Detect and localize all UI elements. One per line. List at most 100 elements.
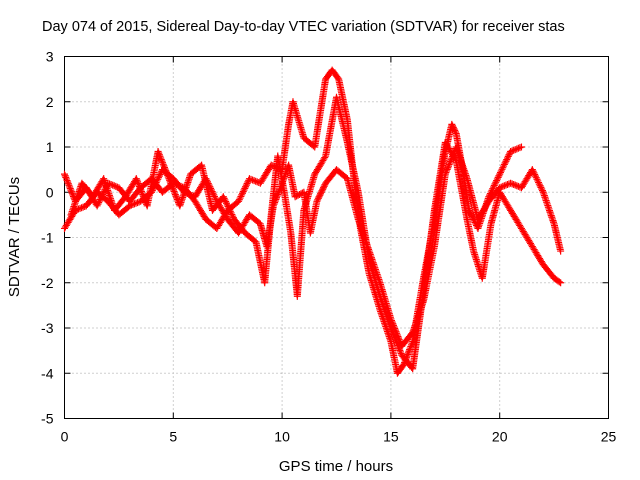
data-point-track-a xyxy=(501,159,509,167)
data-point-track-b xyxy=(317,190,325,198)
data-point-track-b xyxy=(536,182,544,190)
data-point-track-b xyxy=(444,164,452,172)
data-point-track-c xyxy=(140,194,148,202)
data-point-track-c xyxy=(155,149,163,157)
data-point-track-c xyxy=(156,152,164,160)
data-point-track-a xyxy=(492,178,500,186)
data-point-track-c xyxy=(157,156,165,164)
data-point-track-a xyxy=(107,180,115,188)
data-point-track-b xyxy=(274,191,282,199)
data-point-track-c xyxy=(139,191,147,199)
data-point-track-a xyxy=(511,146,519,154)
data-point-track-b xyxy=(538,187,546,195)
data-point-track-a xyxy=(235,197,243,205)
data-point-track-b xyxy=(320,182,328,190)
data-point-track-a xyxy=(245,175,253,183)
data-point-track-a xyxy=(95,197,103,205)
chart-title: Day 074 of 2015, Sidereal Day-to-day VTE… xyxy=(42,19,565,35)
data-point-track-a xyxy=(61,170,68,178)
data-point-track-c xyxy=(393,340,401,348)
data-point-track-a xyxy=(242,181,250,189)
data-point-track-c xyxy=(387,324,395,332)
data-point-track-b xyxy=(126,202,134,210)
data-point-track-b xyxy=(443,165,451,173)
x-axis-label: GPS time / hours xyxy=(279,458,393,475)
data-point-track-a xyxy=(242,183,250,191)
data-point-track-a xyxy=(235,196,243,204)
data-point-track-a xyxy=(448,120,456,128)
data-point-track-b xyxy=(531,172,539,180)
data-point-track-b xyxy=(134,199,142,207)
data-point-track-a xyxy=(496,169,504,177)
data-point-track-a xyxy=(466,208,474,216)
data-point-track-a xyxy=(451,128,459,136)
data-point-track-a xyxy=(110,182,118,190)
data-point-track-a xyxy=(237,192,245,200)
data-point-track-c xyxy=(222,198,230,206)
data-point-track-b xyxy=(319,185,327,193)
data-point-track-a xyxy=(495,172,503,180)
data-point-track-c xyxy=(167,179,175,187)
data-point-track-a xyxy=(63,177,71,185)
data-point-track-c xyxy=(133,176,141,184)
data-point-track-a xyxy=(498,165,506,173)
data-point-track-c xyxy=(157,154,165,162)
data-point-track-a xyxy=(250,177,258,185)
data-point-track-c xyxy=(219,193,227,201)
data-point-track-a xyxy=(66,185,74,193)
data-point-track-c xyxy=(389,329,397,337)
data-point-track-b xyxy=(499,182,507,190)
data-point-track-a xyxy=(489,185,497,193)
data-point-track-b xyxy=(502,181,510,189)
data-point-track-a xyxy=(94,200,102,208)
data-point-track-b xyxy=(314,194,322,202)
data-point-track-a xyxy=(109,181,117,189)
data-point-track-c xyxy=(136,184,144,192)
data-point-track-a xyxy=(62,173,70,181)
data-point-track-a xyxy=(502,157,510,165)
data-point-track-a xyxy=(467,209,475,217)
data-point-track-c xyxy=(168,183,176,191)
data-point-track-b xyxy=(503,180,511,188)
data-point-track-b xyxy=(319,184,327,192)
data-point-track-c xyxy=(154,148,162,156)
data-point-track-a xyxy=(238,191,246,199)
data-point-track-c xyxy=(136,183,144,191)
data-point-track-c xyxy=(160,162,168,170)
data-point-track-c xyxy=(451,155,459,163)
y-axis-label: SDTVAR / TECUs xyxy=(6,177,23,297)
data-point-track-b xyxy=(511,181,519,189)
y-tick-label: -3 xyxy=(41,320,54,336)
data-point-track-a xyxy=(236,194,244,202)
x-tick-label: 15 xyxy=(383,429,399,445)
data-point-track-c xyxy=(397,348,404,356)
data-point-track-c xyxy=(163,170,171,178)
data-point-track-c xyxy=(159,159,167,167)
data-point-track-c xyxy=(173,194,181,202)
data-point-track-c xyxy=(135,181,143,189)
data-point-track-b xyxy=(446,159,454,167)
data-point-track-c xyxy=(394,342,402,350)
data-point-track-b xyxy=(129,201,137,209)
data-point-track-c xyxy=(164,173,172,181)
data-point-track-a xyxy=(64,178,72,186)
data-point-track-c xyxy=(138,189,146,197)
data-point-track-c xyxy=(134,179,142,187)
data-point-track-a xyxy=(238,189,246,197)
data-point-track-c xyxy=(169,186,177,194)
data-point-track-a xyxy=(497,167,505,175)
data-point-track-c xyxy=(169,184,177,192)
data-point-track-b xyxy=(530,169,538,177)
data-point-track-c xyxy=(137,186,145,194)
data-point-track-c xyxy=(397,350,405,358)
data-point-track-b xyxy=(127,201,135,209)
data-point-track-b xyxy=(532,174,540,182)
data-point-track-a xyxy=(489,183,497,191)
data-point-track-a xyxy=(93,202,101,210)
data-point-track-a xyxy=(68,189,76,197)
data-point-track-a xyxy=(62,175,70,183)
data-point-track-b xyxy=(535,180,543,188)
data-point-track-a xyxy=(517,143,525,151)
data-point-track-a xyxy=(499,164,507,172)
